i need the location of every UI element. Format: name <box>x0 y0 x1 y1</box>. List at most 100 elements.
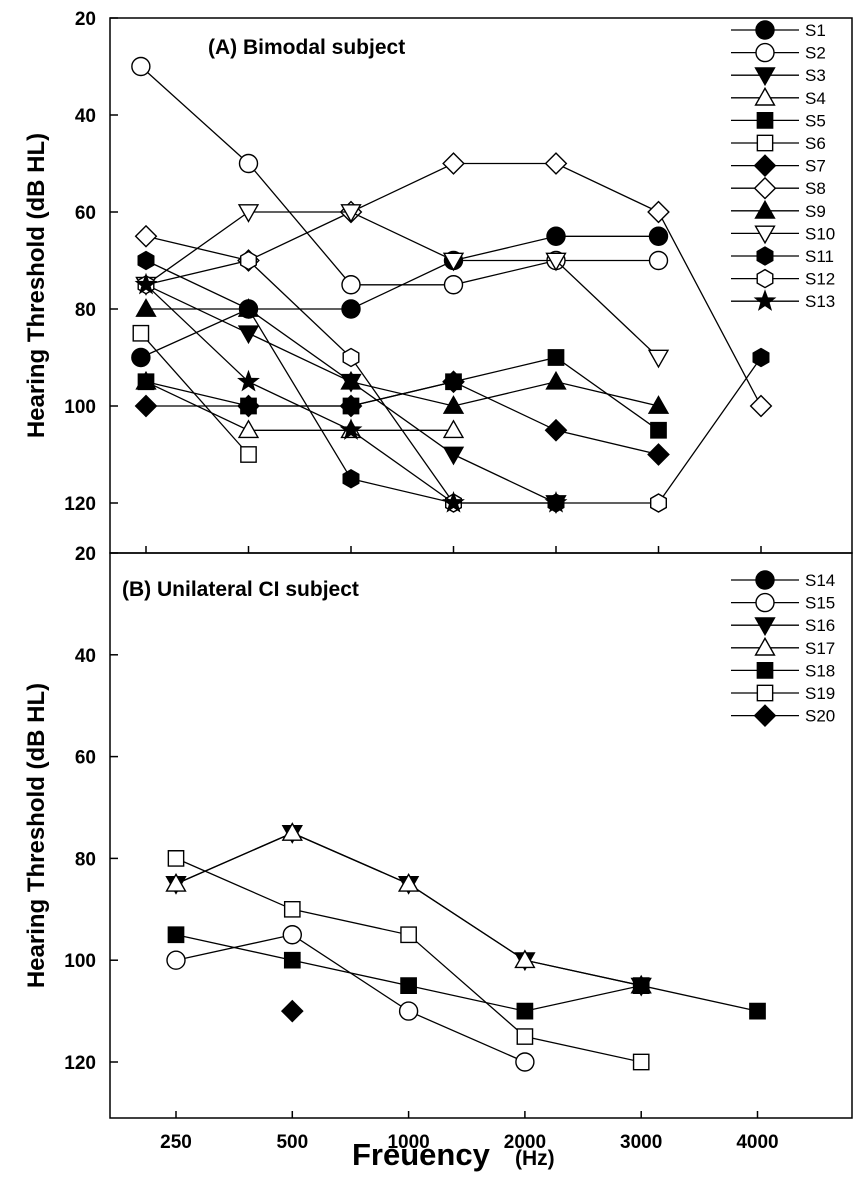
data-point-S18 <box>167 926 185 944</box>
legend-marker-S20 <box>753 704 777 727</box>
data-point-S10 <box>237 204 260 223</box>
legend-label-S20: S20 <box>805 707 835 726</box>
legend-marker-S7 <box>753 154 777 177</box>
data-point-S8 <box>134 224 158 248</box>
data-point-S15 <box>166 950 186 970</box>
data-point-S2 <box>443 275 464 295</box>
data-point-S9 <box>647 395 670 414</box>
y-tick-label-b: 60 <box>75 748 96 769</box>
y-axis-title-b: Hearing Threshold (dB HL) <box>23 683 50 988</box>
series-line-S12 <box>145 259 455 504</box>
series-S17 <box>165 822 652 994</box>
series-line-S6 <box>140 332 249 455</box>
y-tick-label-a: 40 <box>75 106 96 127</box>
series-line-S16 <box>175 832 642 987</box>
legend-label-S18: S18 <box>805 661 835 680</box>
legend-marker-S9 <box>754 199 776 219</box>
series-S1 <box>131 226 669 368</box>
legend-b: S14 S15 S16 S17 S18 S19 S20 <box>731 570 835 727</box>
data-point-S1 <box>341 299 361 319</box>
legend-label-S16: S16 <box>805 616 835 635</box>
series-line-S15 <box>175 934 526 1063</box>
data-point-S10 <box>545 252 567 272</box>
data-point-S2 <box>238 153 259 174</box>
legend-label-S1: S1 <box>805 21 826 40</box>
data-point-S17 <box>281 822 303 841</box>
x-tick-label: 1000 <box>387 1132 429 1153</box>
data-point-S5 <box>547 349 565 366</box>
data-point-S18 <box>632 977 650 994</box>
data-point-S13 <box>544 491 568 513</box>
y-axis-title-a: Hearing Threshold (dB HL) <box>23 133 50 438</box>
data-point-S10 <box>442 252 465 272</box>
data-point-S15 <box>398 1001 419 1021</box>
data-point-S2 <box>648 250 669 271</box>
legend-marker-S17 <box>754 636 776 656</box>
x-tick-label: 2000 <box>504 1132 546 1153</box>
y-tick-label-b: 100 <box>64 951 96 972</box>
panel-a-bimodal: 20 40 60 80 100 120 Hearing Threshold (dB HL) (… <box>23 9 853 554</box>
legend-marker-S16 <box>754 617 776 637</box>
panel-b-unilateral: 20 40 60 80 100 120 Hearing Threshold (dB HL) (… <box>23 544 853 1119</box>
y-tick-label-a: 60 <box>75 203 96 224</box>
legend-label-S2: S2 <box>805 44 826 63</box>
series-S18 <box>167 926 766 1020</box>
data-point-S5 <box>137 373 155 391</box>
y-tick-label-a: 100 <box>64 397 96 418</box>
data-point-S17 <box>397 872 420 892</box>
legend-label-S6: S6 <box>805 134 826 153</box>
legend-marker-S5 <box>756 112 774 129</box>
y-tick-label-b: 80 <box>75 849 96 870</box>
series-line-S10 <box>145 211 659 358</box>
legend-label-S9: S9 <box>805 202 826 221</box>
series-S13 <box>134 272 568 513</box>
series-line-S18 <box>175 934 758 1012</box>
data-point-S7 <box>339 394 363 418</box>
legend-marker-S10 <box>754 225 776 245</box>
data-point-S3 <box>237 325 260 345</box>
legend-label-S8: S8 <box>805 179 826 198</box>
plot-frame-b <box>109 552 853 1119</box>
data-point-S20 <box>280 999 304 1023</box>
data-point-S1 <box>648 226 669 246</box>
data-point-S19 <box>632 1053 650 1071</box>
legend-marker-S14 <box>755 570 775 590</box>
series-S9 <box>135 298 670 414</box>
data-point-S8 <box>647 200 670 224</box>
series-line-S1 <box>140 235 659 359</box>
legend-label-S10: S10 <box>805 224 835 243</box>
legend-marker-S1 <box>755 20 775 40</box>
series-line-S9 <box>146 308 659 407</box>
data-point-S6 <box>240 446 257 463</box>
data-point-S10 <box>647 349 670 369</box>
data-point-S7 <box>442 370 465 394</box>
data-point-S7 <box>237 394 260 418</box>
legend-label-S11: S11 <box>805 247 834 266</box>
data-point-S15 <box>282 925 302 945</box>
data-point-S1 <box>131 347 151 368</box>
legend-label-S5: S5 <box>805 111 826 130</box>
data-point-S8 <box>544 152 568 175</box>
series-S2 <box>131 56 669 295</box>
series-line-S17 <box>175 832 642 987</box>
legend-label-S12: S12 <box>805 270 835 289</box>
legend-marker-S6 <box>756 134 774 152</box>
panel-title-b: (B) Unilateral CI subject <box>122 578 359 601</box>
legend-marker-S8 <box>753 176 777 200</box>
series-S6 <box>132 324 257 463</box>
x-axis-title: Freuency <box>352 1137 491 1172</box>
data-point-S9 <box>135 298 157 317</box>
data-point-S15 <box>515 1052 535 1072</box>
data-point-S11 <box>342 468 360 489</box>
data-point-S7 <box>134 394 158 418</box>
data-point-S3 <box>442 446 465 466</box>
data-point-S2 <box>341 275 361 295</box>
data-point-S6 <box>132 324 150 342</box>
y-tick-label-a: 20 <box>75 9 96 30</box>
series-S15 <box>166 925 535 1072</box>
data-point-S11 <box>752 347 770 368</box>
series-line-S2 <box>140 66 659 286</box>
data-point-S18 <box>400 977 417 994</box>
legend-label-S17: S17 <box>805 639 835 658</box>
